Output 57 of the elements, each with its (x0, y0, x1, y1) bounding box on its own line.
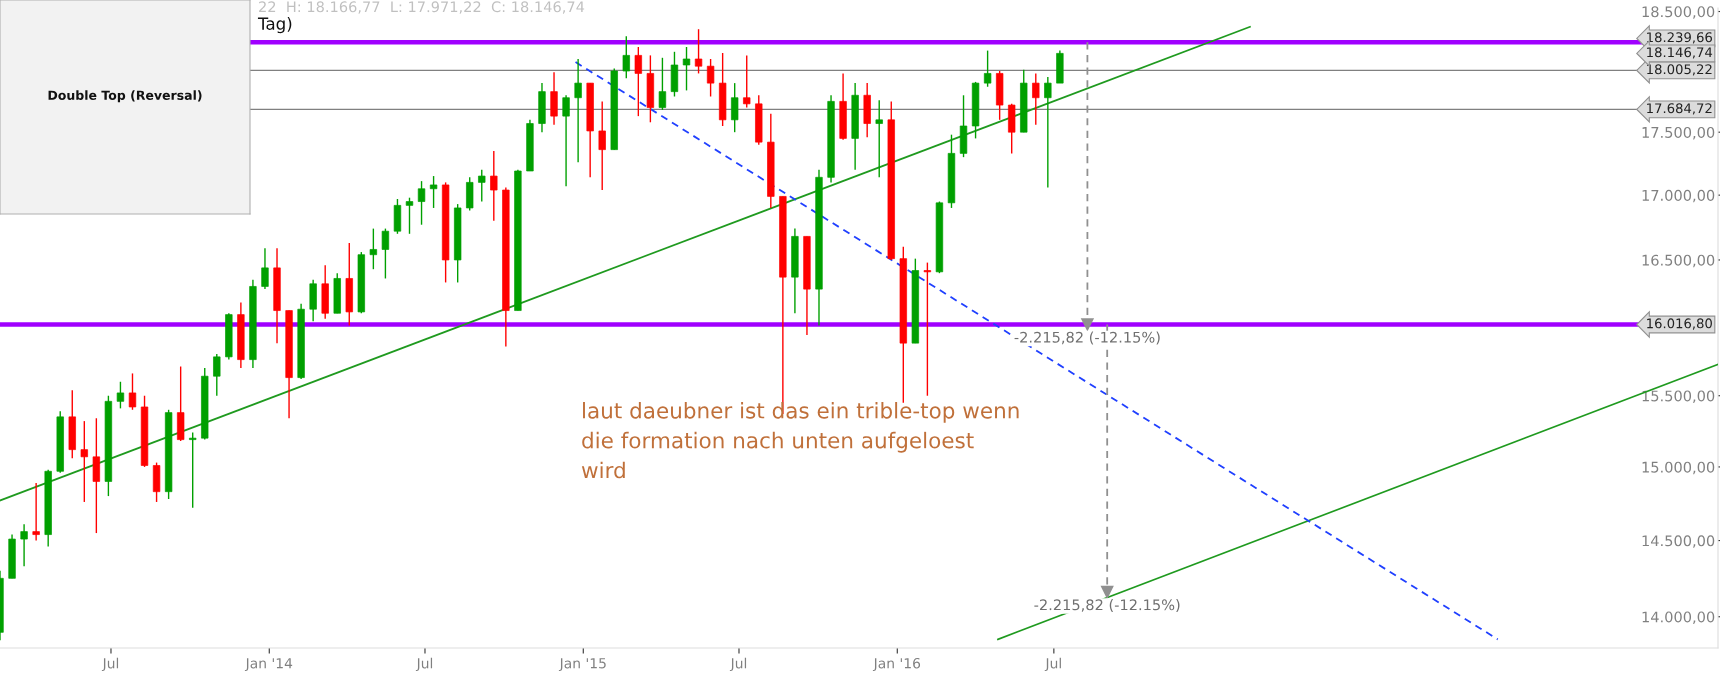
y-tick-label: 14.500,00 (1642, 535, 1715, 548)
annotation: -2.215,82 (-12.15%) (1014, 331, 1160, 345)
candlestick (923, 261, 932, 397)
candlestick (875, 99, 883, 179)
x-tick-label: Jul (101, 657, 119, 672)
candlestick (80, 420, 88, 503)
candlestick (189, 431, 197, 509)
candlestick (32, 482, 40, 542)
chart-subtitle: 22 H: 18.166,77 L: 17.971,22 C: 18.146,74 (259, 1, 585, 14)
y-tick-label: 17.000,00 (1642, 189, 1715, 203)
candlestick (429, 175, 438, 209)
candlestick (1044, 76, 1052, 189)
candlestick (983, 49, 992, 88)
annotation: -2.215,82 (-12.15%) (1034, 599, 1180, 613)
candlestick (634, 46, 642, 117)
candlestick (405, 196, 414, 235)
x-tick-label: Jul (1044, 657, 1061, 672)
candlestick (261, 247, 269, 290)
annotation: laut daeubner ist das ein trible-top wenn die formation nach unten aufgeloest wird (581, 402, 1019, 479)
y-tick-label: 16.500,00 (1642, 254, 1715, 268)
x-tick-label: Jul (415, 657, 433, 672)
candlestick (478, 169, 486, 203)
candlestick (369, 227, 378, 270)
ref-line-label: 16.016,80 (1647, 318, 1712, 330)
candlestick (213, 353, 221, 397)
candlestick (622, 35, 630, 79)
candlestick (574, 58, 582, 163)
candlestick (417, 180, 426, 226)
ref-line-label: 17.684,72 (1647, 103, 1712, 115)
candlestick (20, 523, 28, 567)
candlestick (682, 46, 691, 92)
candlestick (562, 94, 570, 187)
x-tick-label: Jan '14 (244, 658, 293, 672)
x-tick-label: Jul (729, 657, 747, 672)
candlestick (731, 82, 739, 133)
candlestick (694, 28, 703, 75)
ref-line-label: 18.005,22 (1647, 64, 1712, 76)
y-tick-label: 15.500,00 (1642, 390, 1715, 403)
annotation: Double Top (Reversal) (48, 90, 202, 103)
candlestick (658, 57, 667, 111)
candlestick (598, 100, 606, 191)
candlestick (1032, 72, 1040, 126)
text: Tag) (257, 17, 292, 34)
x-tick-label: Jan '15 (558, 658, 606, 672)
candlestick (706, 58, 715, 98)
ref-line-label: 18.239,66 (1647, 32, 1713, 44)
y-tick-label: 18.500,00 (1642, 6, 1715, 19)
y-tick-label: 14.000,00 (1642, 611, 1715, 624)
y-tick-label: 17.500,00 (1642, 126, 1715, 140)
candlestick (128, 372, 137, 411)
candlestick (381, 227, 390, 280)
y-tick-label: 15.000,00 (1642, 461, 1715, 475)
candlestick (490, 150, 498, 222)
candlestick (743, 54, 751, 109)
annotation: 18.146,74 (1647, 47, 1713, 59)
candlestick (116, 381, 125, 410)
x-tick-label: Jan '16 (872, 657, 921, 672)
